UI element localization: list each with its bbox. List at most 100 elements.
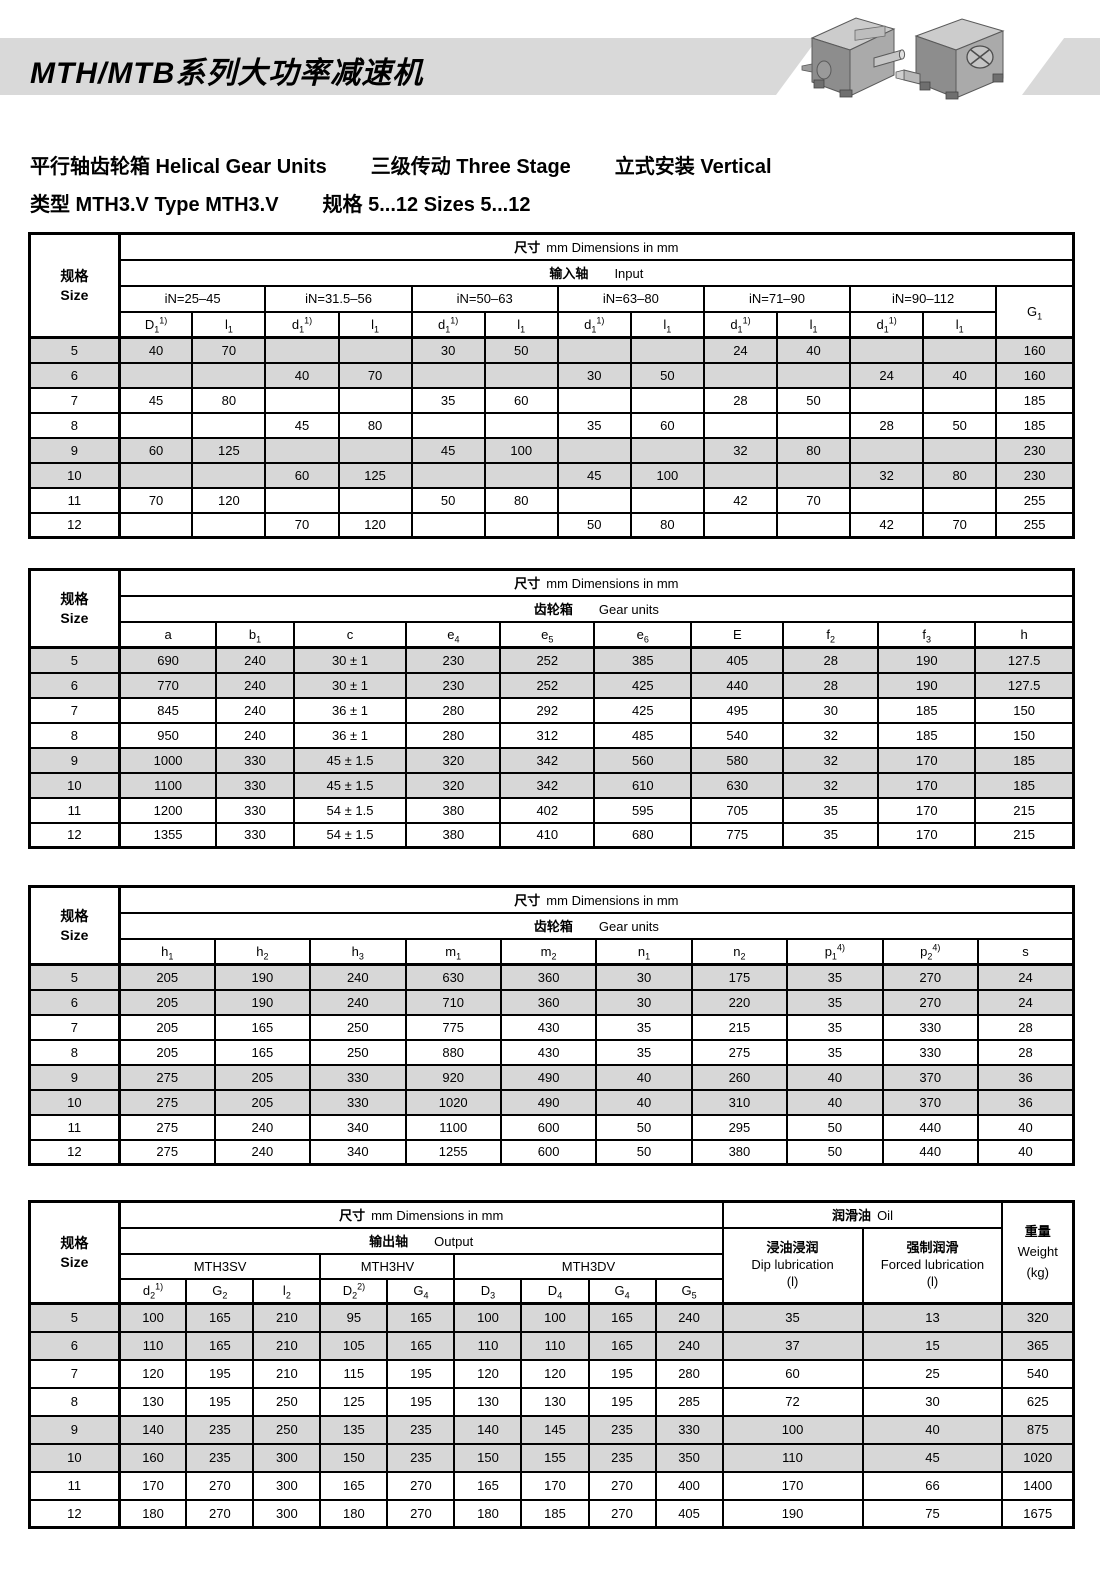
data-cell: 1675 (1001, 1498, 1075, 1529)
data-cell: 30 (595, 988, 693, 1016)
data-cell: 160 (995, 361, 1075, 389)
data-cell: 60 (629, 411, 705, 439)
data-cell: 24 (976, 988, 1075, 1016)
g1-column-header: G1 (995, 284, 1075, 339)
column-header: e6 (593, 620, 693, 649)
data-cell: 400 (654, 1470, 724, 1501)
data-cell: 32 (782, 746, 880, 774)
data-cell: 50 (595, 1138, 693, 1166)
size-cell: 11 (28, 1470, 121, 1501)
size-cell: 9 (28, 436, 121, 464)
table-row: 6 205 190 240 710 360 30 220 35 270 24 (28, 988, 1075, 1016)
data-cell: 370 (881, 1088, 979, 1116)
column-header: l1 (922, 310, 998, 339)
data-cell: 70 (337, 361, 413, 389)
size-cell: 8 (28, 411, 121, 439)
data-cell: 135 (319, 1414, 389, 1445)
data-cell: 230 (995, 461, 1075, 489)
data-cell: 170 (520, 1470, 590, 1501)
data-cell: 127.5 (974, 646, 1075, 674)
data-cell: 165 (587, 1302, 657, 1333)
data-cell: 125 (319, 1386, 389, 1417)
size-cell: 9 (28, 1414, 121, 1445)
table-row: 11 70 120 50 80 42 70 255 (28, 486, 1075, 514)
model-header-mth3dv: MTH3DV (453, 1252, 724, 1280)
data-cell: 35 (786, 1038, 884, 1066)
size-cell: 7 (28, 386, 121, 414)
data-cell: 190 (213, 963, 312, 991)
column-header: c (292, 620, 408, 649)
table-row: 11 1200 330 54 ± 1.5 380 402 595 705 35 170 215 (28, 796, 1075, 824)
table-row: 9 140 235 250 135 235 140 145 235 330 100 40 875 (28, 1414, 1075, 1445)
data-cell: 330 (881, 1038, 979, 1066)
data-cell: 45 (118, 386, 194, 414)
data-cell (922, 336, 998, 364)
data-cell: 120 (453, 1358, 523, 1389)
data-cell: 205 (213, 1063, 312, 1091)
data-cell: 125 (337, 461, 413, 489)
data-cell: 215 (690, 1013, 789, 1041)
table-row: 8 45 80 35 60 28 50 185 (28, 411, 1075, 439)
data-cell: 185 (974, 746, 1075, 774)
data-cell: 300 (252, 1498, 322, 1529)
table-row: 5 100 165 210 95 165 100 100 165 240 35 13 320 (28, 1302, 1075, 1333)
data-cell (191, 361, 267, 389)
data-cell: 40 (118, 336, 194, 364)
data-cell: 28 (976, 1038, 1075, 1066)
data-cell: 1020 (404, 1088, 502, 1116)
data-cell: 215 (974, 796, 1075, 824)
data-cell: 170 (877, 746, 977, 774)
data-cell: 1020 (1001, 1442, 1075, 1473)
column-header: D11) (118, 310, 194, 339)
data-cell (118, 411, 194, 439)
data-cell: 42 (849, 511, 925, 539)
data-cell: 1400 (1001, 1470, 1075, 1501)
data-cell: 230 (995, 436, 1075, 464)
data-cell: 580 (690, 746, 785, 774)
data-cell: 120 (520, 1358, 590, 1389)
column-header: G2 (185, 1277, 255, 1305)
data-cell: 170 (877, 796, 977, 824)
column-header: b1 (215, 620, 295, 649)
data-cell: 495 (690, 696, 785, 724)
column-header: E (690, 620, 785, 649)
data-cell: 330 (654, 1414, 724, 1445)
data-cell: 50 (410, 486, 486, 514)
data-cell: 610 (593, 771, 693, 799)
data-cell: 880 (404, 1038, 502, 1066)
data-cell: 1000 (118, 746, 218, 774)
data-cell: 320 (405, 771, 502, 799)
data-cell: 485 (593, 721, 693, 749)
data-cell: 560 (593, 746, 693, 774)
data-cell: 170 (877, 771, 977, 799)
data-cell (410, 461, 486, 489)
table-row: 8 205 165 250 880 430 35 275 35 330 28 (28, 1038, 1075, 1066)
size-cell: 5 (28, 963, 121, 991)
data-cell: 330 (881, 1013, 979, 1041)
data-cell: 150 (319, 1442, 389, 1473)
column-header: d11) (264, 310, 340, 339)
data-cell: 190 (213, 988, 312, 1016)
data-cell: 195 (587, 1358, 657, 1389)
data-cell: 45 ± 1.5 (292, 771, 408, 799)
data-cell: 235 (386, 1414, 456, 1445)
data-cell: 50 (922, 411, 998, 439)
table-row: 12 180 270 300 180 270 180 185 270 405 190 75 1675 (28, 1498, 1075, 1529)
data-cell (849, 386, 925, 414)
data-cell: 195 (185, 1386, 255, 1417)
data-cell: 28 (976, 1013, 1075, 1041)
data-cell: 280 (405, 721, 502, 749)
size-cell: 12 (28, 511, 121, 539)
data-cell: 24 (702, 336, 778, 364)
data-cell: 330 (215, 771, 295, 799)
column-header: D4 (520, 1277, 590, 1305)
data-cell: 275 (118, 1138, 216, 1166)
data-cell: 13 (861, 1302, 1004, 1333)
data-cell: 235 (185, 1442, 255, 1473)
data-cell: 405 (690, 646, 785, 674)
data-cell: 190 (877, 671, 977, 699)
data-cell: 40 (595, 1063, 693, 1091)
data-cell (410, 511, 486, 539)
data-cell: 600 (499, 1113, 598, 1141)
data-cell: 140 (453, 1414, 523, 1445)
